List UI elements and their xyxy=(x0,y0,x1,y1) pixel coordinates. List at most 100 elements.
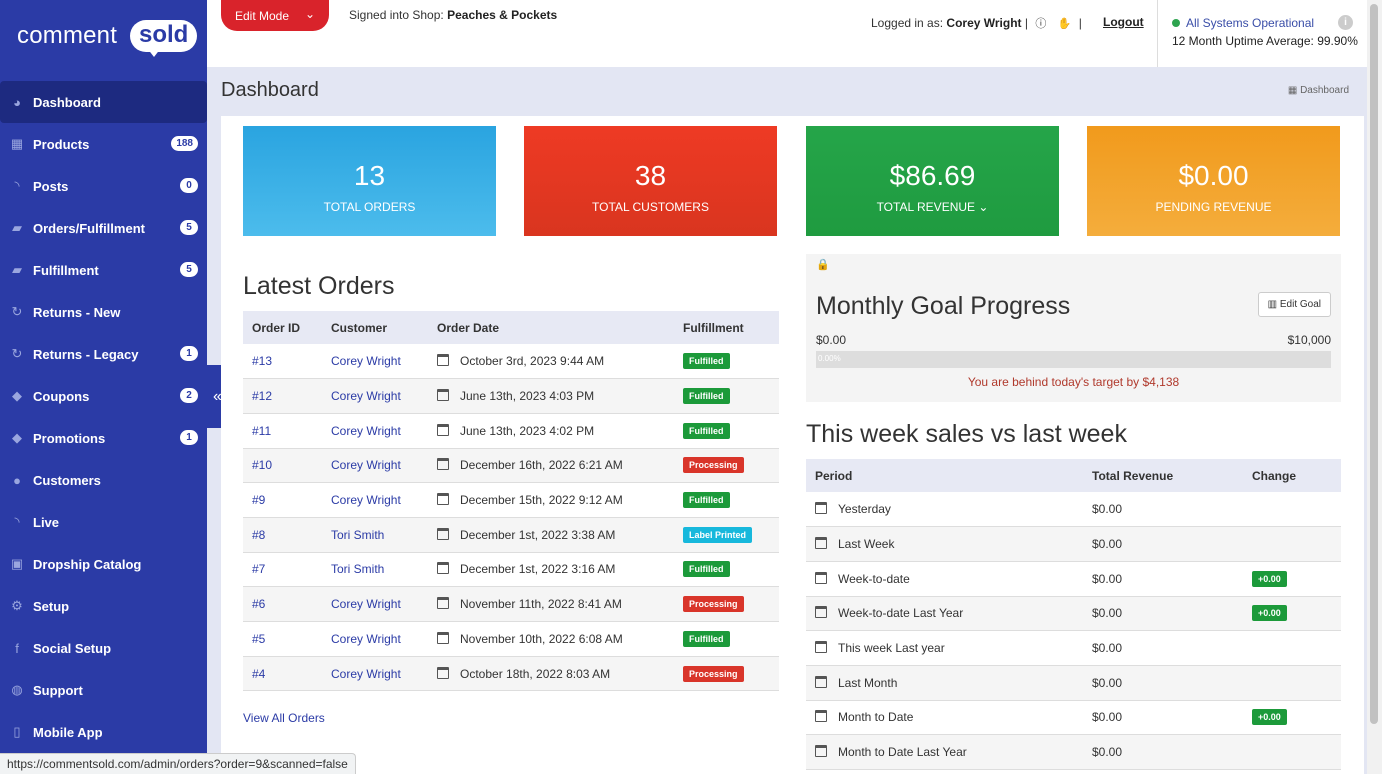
sidebar-item-returns-legacy[interactable]: ↻ Returns - Legacy 1 xyxy=(0,333,207,375)
order-id-link[interactable]: #4 xyxy=(252,666,266,681)
order-date: December 16th, 2022 6:21 AM xyxy=(460,458,623,473)
total-orders-card[interactable]: 13 TOTAL ORDERS xyxy=(243,126,496,236)
brand-logo[interactable]: comment sold xyxy=(17,16,198,60)
sidebar-item-promotions[interactable]: ◆ Promotions 1 xyxy=(0,417,207,459)
calendar-icon xyxy=(437,493,449,506)
sidebar-item-products[interactable]: ▦ Products 188 xyxy=(0,123,207,165)
goal-behind-message: You are behind today's target by $4,138 xyxy=(967,375,1180,389)
sidebar-item-coupons[interactable]: ◆ Coupons 2 xyxy=(0,375,207,417)
order-id-link[interactable]: #7 xyxy=(252,562,266,577)
chat-icon: ◍ xyxy=(11,682,23,697)
fulfillment-status-badge: Fulfilled xyxy=(683,630,730,647)
sidebar-item-label: Returns - New xyxy=(33,304,121,320)
customer-link[interactable]: Tori Smith xyxy=(331,527,385,542)
revenue-value: $0.00 xyxy=(1083,700,1243,736)
status-url-bar: https://commentsold.com/admin/orders?ord… xyxy=(0,753,356,774)
sidebar-item-orders-fulfillment[interactable]: ▰ Orders/Fulfillment 5 xyxy=(0,207,207,249)
customer-link[interactable]: Corey Wright xyxy=(331,631,401,646)
view-all-orders-link[interactable]: View All Orders xyxy=(243,711,325,725)
sidebar-item-label: Posts xyxy=(33,178,69,194)
sidebar-item-label: Live xyxy=(33,514,60,530)
chevron-down-icon[interactable]: ⌄ xyxy=(978,200,989,214)
customer-link[interactable]: Corey Wright xyxy=(331,493,401,508)
goal-min: $0.00 xyxy=(816,333,847,347)
stat-value: $86.69 xyxy=(889,160,976,191)
revenue-value: $0.00 xyxy=(1083,526,1243,562)
sidebar: comment sold ◕ Dashboard ▦ Products 188 ◝ Post… xyxy=(0,0,207,774)
column-header: Change xyxy=(1243,459,1341,492)
order-id-link[interactable]: #6 xyxy=(252,597,266,612)
sidebar-item-social-setup[interactable]: f Social Setup xyxy=(0,627,207,669)
logout-link[interactable]: Logout xyxy=(1103,15,1144,29)
fulfillment-status-badge: Processing xyxy=(683,665,744,682)
table-row: Yesterday $0.00 xyxy=(806,492,1341,528)
sidebar-item-label: Customers xyxy=(33,472,101,488)
customer-link[interactable]: Corey Wright xyxy=(331,423,401,438)
customer-link[interactable]: Corey Wright xyxy=(331,389,401,404)
sidebar-item-live[interactable]: ◝ Live xyxy=(0,501,207,543)
user-icon: ● xyxy=(13,472,21,488)
sidebar-item-posts[interactable]: ◝ Posts 0 xyxy=(0,165,207,207)
order-date: June 13th, 2023 4:03 PM xyxy=(460,389,595,404)
hand-icon[interactable]: ✋ xyxy=(1057,18,1072,30)
period-label: Month to Date xyxy=(838,710,914,725)
stat-label: PENDING REVENUE xyxy=(1155,200,1272,214)
brand-logo-left: comment xyxy=(17,22,118,49)
column-header: Order ID xyxy=(243,311,322,344)
sidebar-item-dashboard[interactable]: ◕ Dashboard xyxy=(0,81,207,123)
goal-max: $10,000 xyxy=(1287,333,1331,347)
order-id-link[interactable]: #10 xyxy=(252,458,273,473)
sidebar-item-label: Support xyxy=(33,682,83,698)
sidebar-item-mobile-app[interactable]: ▯ Mobile App xyxy=(0,711,207,753)
pending-revenue-card[interactable]: $0.00 PENDING REVENUE xyxy=(1087,126,1340,236)
sidebar-item-dropship-catalog[interactable]: ▣ Dropship Catalog xyxy=(0,543,207,585)
breadcrumb[interactable]: ▦ Dashboard xyxy=(1288,85,1349,96)
info-icon[interactable]: ⓘ xyxy=(1035,18,1047,30)
edit-goal-label: Edit Goal xyxy=(1279,299,1321,310)
order-id-link[interactable]: #12 xyxy=(252,389,273,404)
calendar-icon xyxy=(437,527,449,540)
table-row: This week Last year $0.00 xyxy=(806,630,1341,666)
calendar-icon xyxy=(815,675,827,688)
table-row: Month to Date $0.00 +0.00 xyxy=(806,700,1341,736)
grid-icon: ▦ xyxy=(1287,85,1298,96)
change-badge: +0.00 xyxy=(1252,709,1287,726)
customer-link[interactable]: Corey Wright xyxy=(331,666,401,681)
fulfillment-status-badge: Fulfilled xyxy=(683,492,730,509)
column-header: Customer xyxy=(322,311,428,344)
page-scrollbar[interactable] xyxy=(1367,0,1382,774)
info-icon[interactable]: i xyxy=(1338,15,1353,30)
order-id-link[interactable]: #5 xyxy=(252,631,266,646)
system-status-link[interactable]: All Systems Operational xyxy=(1186,16,1315,30)
sidebar-item-setup[interactable]: ⚙ Setup xyxy=(0,585,207,627)
order-id-link[interactable]: #9 xyxy=(252,493,266,508)
count-badge: 1 xyxy=(180,346,198,361)
customer-link[interactable]: Corey Wright xyxy=(331,458,401,473)
table-row: #9 Corey Wright December 15th, 2022 9:12 A… xyxy=(243,482,779,518)
sidebar-item-label: Social Setup xyxy=(33,640,112,656)
total-customers-card[interactable]: 38 TOTAL CUSTOMERS xyxy=(524,126,777,236)
facebook-icon: f xyxy=(15,640,19,656)
customer-link[interactable]: Corey Wright xyxy=(331,354,401,369)
calendar-icon xyxy=(437,423,449,436)
scrollbar-thumb[interactable] xyxy=(1370,4,1378,724)
edit-mode-button[interactable]: Edit Mode ⌄ xyxy=(221,0,329,31)
sidebar-item-fulfillment[interactable]: ▰ Fulfillment 5 xyxy=(0,249,207,291)
weekly-sales-table: Period Total Revenue Change Yesterday $0.… xyxy=(806,459,1341,770)
edit-goal-button[interactable]: ▥ Edit Goal xyxy=(1257,292,1331,317)
sidebar-item-label: Returns - Legacy xyxy=(33,346,139,362)
sidebar-item-returns-new[interactable]: ↻ Returns - New xyxy=(0,291,207,333)
customer-link[interactable]: Tori Smith xyxy=(331,562,385,577)
sidebar-item-customers[interactable]: ● Customers xyxy=(0,459,207,501)
stat-value: 38 xyxy=(634,160,667,191)
customer-link[interactable]: Corey Wright xyxy=(331,597,401,612)
period-label: Yesterday xyxy=(838,502,891,517)
order-id-link[interactable]: #13 xyxy=(252,354,273,369)
calendar-icon xyxy=(437,458,449,471)
sidebar-item-support[interactable]: ◍ Support xyxy=(0,669,207,711)
order-id-link[interactable]: #11 xyxy=(252,423,272,438)
table-row: #8 Tori Smith December 1st, 2022 3:38 AM La… xyxy=(243,517,779,553)
total-revenue-card[interactable]: $86.69 TOTAL REVENUE ⌄ xyxy=(806,126,1059,236)
order-id-link[interactable]: #8 xyxy=(252,527,266,542)
brand-logo-tail xyxy=(147,48,161,57)
